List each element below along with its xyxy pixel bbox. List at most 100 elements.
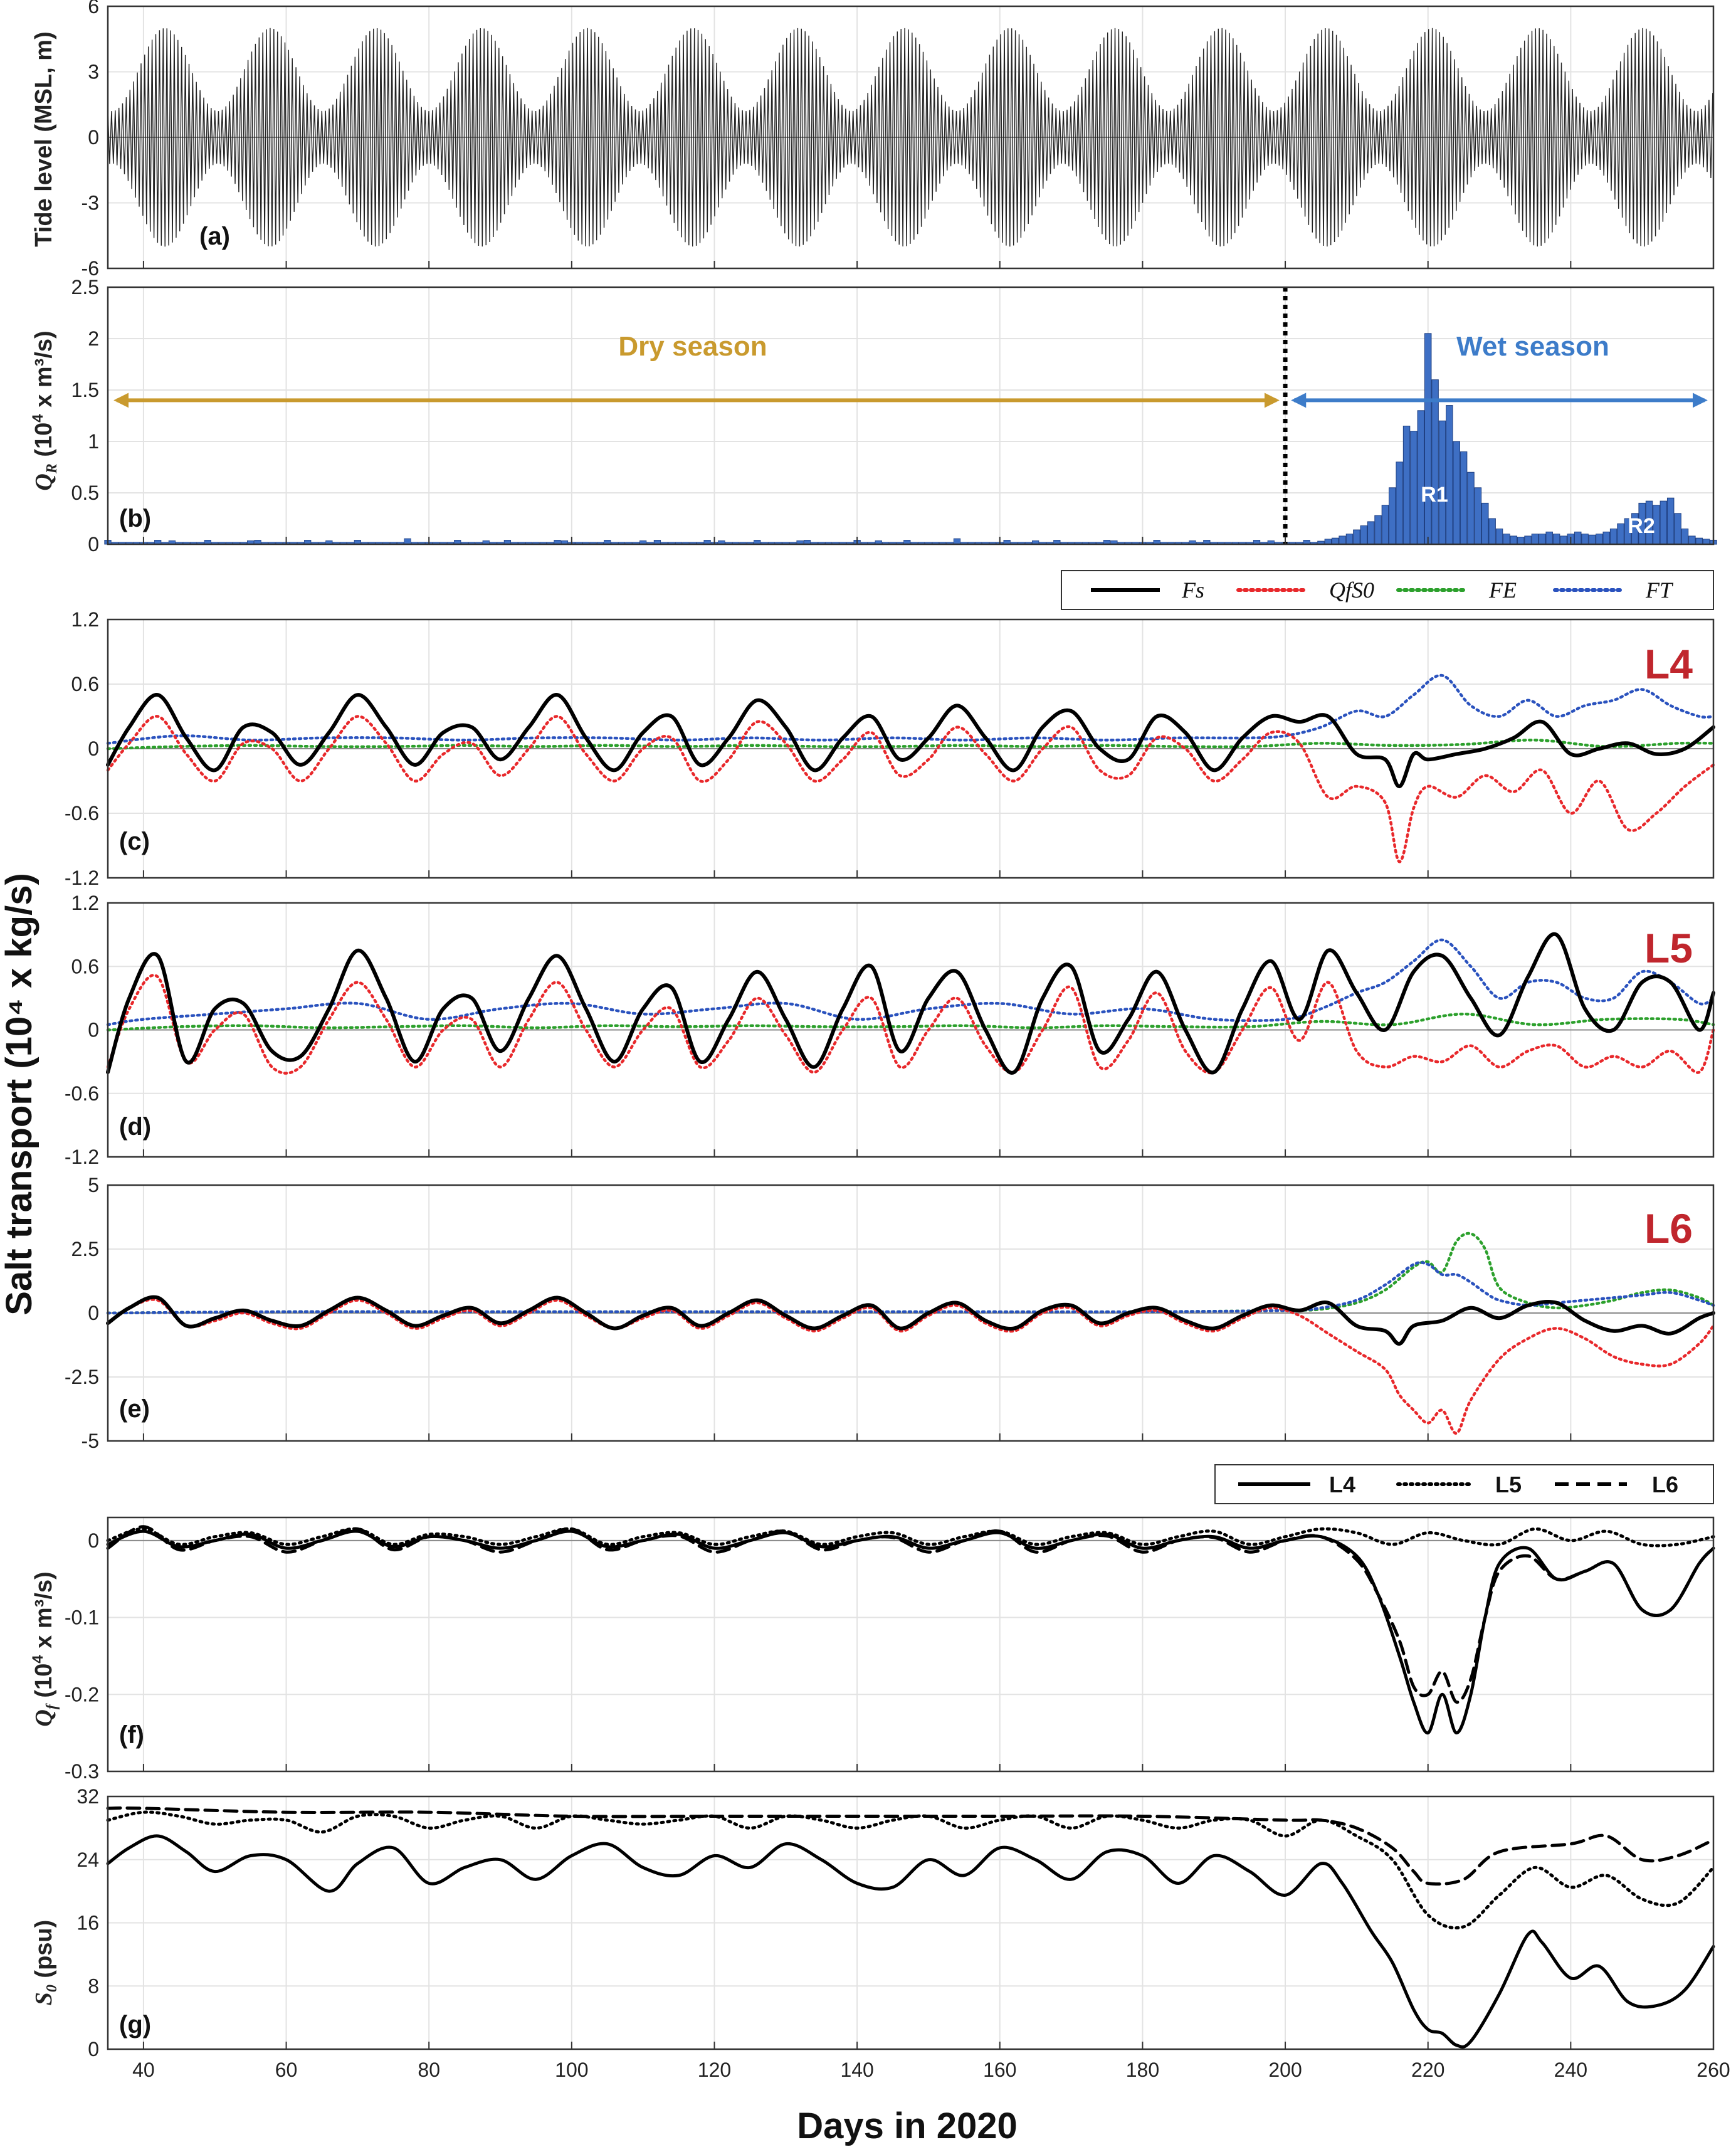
panel-label-g: (g) <box>119 2011 151 2039</box>
bar-256 <box>1681 528 1689 545</box>
data-layer <box>104 28 1717 2049</box>
axes-frame-f <box>107 1516 1715 1773</box>
bar-241 <box>1574 531 1582 545</box>
bar-217 <box>1402 425 1411 545</box>
bar-219 <box>1417 410 1425 545</box>
legend-text-l6: L6 <box>1652 1472 1678 1497</box>
ytick-label-c-4: -1.2 <box>65 867 99 889</box>
xtick-label-7: 180 <box>1126 2059 1159 2081</box>
bar-243 <box>1588 534 1596 545</box>
bar-224 <box>1453 441 1460 545</box>
bar-255 <box>1674 513 1681 545</box>
dry-season-label: Dry season <box>618 331 767 362</box>
ylabel-b-unit-b: x m³/s) <box>31 330 57 414</box>
xtick-label-5: 140 <box>840 2059 873 2081</box>
bar-226 <box>1467 472 1475 545</box>
series-f-L5 <box>106 1527 1715 1548</box>
ylabel-g-symbol: S <box>31 1992 57 2005</box>
ytick-label-e-3: -2.5 <box>65 1366 99 1388</box>
ytick-label-c-3: -0.6 <box>65 802 99 825</box>
ytick-label-a-1: 3 <box>88 61 99 83</box>
bar-254 <box>1666 497 1675 545</box>
bar-base-154 <box>953 538 961 545</box>
ytick-label-c-0: 1.2 <box>71 608 99 631</box>
site-label-d: L5 <box>1644 925 1693 971</box>
series-c-FE <box>106 739 1715 751</box>
axes-frames <box>107 5 1715 2050</box>
tide-series <box>107 28 1713 247</box>
ytick-label-g-3: 8 <box>88 1975 99 1997</box>
series-c-FT <box>106 674 1715 745</box>
bar-230 <box>1495 528 1503 545</box>
annotation-r2: R2 <box>1628 514 1654 538</box>
ytick-label-g-0: 32 <box>76 1785 99 1808</box>
ytick-label-a-3: -3 <box>82 192 99 214</box>
bar-211 <box>1360 525 1368 545</box>
series-d-FT <box>106 938 1715 1026</box>
axes-frame-a <box>107 5 1715 270</box>
ylabel-b-symbol: Q <box>31 473 57 490</box>
xlabel: Days in 2020 <box>797 2106 1017 2146</box>
axes-frame-e <box>107 1184 1715 1442</box>
series-g-L6 <box>106 1806 1715 1886</box>
series-e-QfS0 <box>106 1298 1715 1435</box>
legend-stations: L4 L5 L6 <box>1214 1464 1714 1504</box>
axes-frame-g <box>107 1795 1715 2050</box>
tick-labels: 630-3-62.521.510.501.20.60-0.6-1.21.20.6… <box>65 0 1730 2081</box>
series-c-Fs <box>106 693 1715 789</box>
ylabel-g-subscript: 0 <box>44 1985 60 1992</box>
bar-247 <box>1617 523 1624 545</box>
bar-209 <box>1345 534 1354 545</box>
ytick-label-d-4: -1.2 <box>65 1146 99 1168</box>
ylabel-b: QR (104 x m³/s) <box>29 330 60 490</box>
axes-frame-b <box>107 286 1715 546</box>
ytick-label-b-4: 0.5 <box>71 482 99 504</box>
bar-235 <box>1531 534 1539 545</box>
ytick-label-g-2: 16 <box>76 1912 99 1934</box>
ytick-label-d-1: 0.6 <box>71 955 99 978</box>
xtick-label-10: 240 <box>1554 2059 1587 2081</box>
ytick-label-a-4: -6 <box>82 257 99 280</box>
ylabel-b-subscript: R <box>44 463 60 474</box>
bar-231 <box>1503 534 1510 545</box>
bar-214 <box>1381 505 1389 545</box>
legend-text-fe: FE <box>1488 578 1517 603</box>
ytick-label-e-4: -5 <box>82 1430 99 1452</box>
bar-227 <box>1474 487 1482 545</box>
site-label-c: L4 <box>1644 641 1693 687</box>
bar-208 <box>1339 535 1346 545</box>
ytick-label-c-2: 0 <box>88 737 99 760</box>
axes-frame-d <box>107 902 1715 1158</box>
ytick-label-f-1: -0.1 <box>65 1606 99 1629</box>
ytick-label-f-3: -0.3 <box>65 1760 99 1783</box>
series-e-FT <box>106 1261 1715 1315</box>
series-f-L4 <box>106 1529 1715 1735</box>
ytick-label-c-1: 0.6 <box>71 673 99 695</box>
xtick-label-3: 100 <box>555 2059 588 2081</box>
axes-frame-c <box>107 618 1715 879</box>
bar-253 <box>1660 500 1668 545</box>
annotation-r1: R1 <box>1421 483 1448 507</box>
bar-207 <box>1332 537 1339 545</box>
site-label-e: L6 <box>1644 1205 1693 1252</box>
bar-238 <box>1552 534 1560 545</box>
xtick-label-2: 80 <box>418 2059 440 2081</box>
xtick-label-11: 260 <box>1697 2059 1730 2081</box>
series-g-L4 <box>106 1834 1715 2049</box>
xtick-label-4: 120 <box>698 2059 731 2081</box>
bar-237 <box>1545 531 1553 545</box>
xtick-label-9: 220 <box>1411 2059 1444 2081</box>
ytick-label-f-2: -0.2 <box>65 1683 99 1706</box>
legend-text-fs: Fs <box>1181 578 1204 603</box>
bar-210 <box>1353 529 1360 545</box>
panel-label-c: (c) <box>119 828 150 855</box>
series-d-QfS0 <box>106 974 1715 1075</box>
bar-234 <box>1524 535 1532 545</box>
ylabel-g: S0 (psu) <box>31 1920 60 2006</box>
series-e-Fs <box>106 1295 1715 1346</box>
bar-225 <box>1460 451 1468 545</box>
ytick-label-b-5: 0 <box>88 533 99 556</box>
ytick-label-e-1: 2.5 <box>71 1238 99 1260</box>
bar-229 <box>1488 518 1496 545</box>
